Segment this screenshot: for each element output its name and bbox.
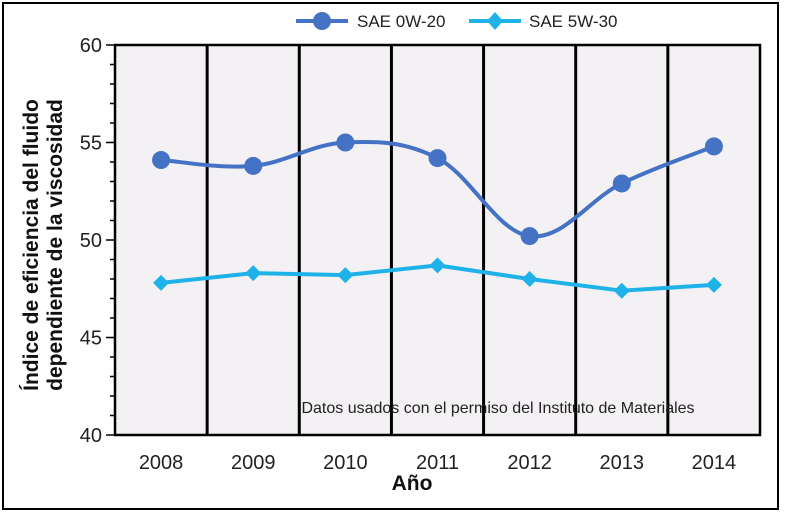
x-tick-label: 2011 — [416, 452, 459, 474]
y-tick-label: 60 — [80, 35, 102, 57]
data-point-sae-5w-30 — [153, 274, 170, 291]
data-point-sae-5w-30 — [429, 257, 446, 274]
data-point-sae-0w-20 — [152, 151, 171, 170]
x-tick-label: 2013 — [600, 452, 645, 474]
y-tick-label: 45 — [80, 328, 102, 350]
x-tick-label: 2012 — [507, 452, 552, 474]
data-point-sae-0w-20 — [704, 137, 723, 156]
x-tick-label: 2010 — [323, 452, 368, 474]
x-tick-label: 2008 — [139, 452, 184, 474]
y-tick-label: 50 — [80, 230, 102, 252]
data-point-sae-5w-30 — [705, 276, 722, 293]
data-point-sae-5w-30 — [613, 282, 630, 299]
data-point-sae-0w-20 — [520, 227, 539, 246]
data-point-sae-0w-20 — [612, 174, 631, 193]
y-tick-label: 40 — [80, 425, 102, 447]
y-axis-title-line-1: Índice de eficiencia del fluido — [20, 99, 43, 391]
x-axis-title: Año — [392, 472, 433, 495]
legend-label-sae-5w-30: SAE 5W-30 — [529, 12, 618, 31]
y-tick-label: 55 — [80, 133, 102, 155]
data-point-sae-5w-30 — [521, 271, 538, 287]
legend-marker-sae-5w-30 — [487, 12, 503, 30]
data-point-sae-5w-30 — [337, 267, 354, 284]
annotation: Datos usados con el permiso del Institut… — [301, 400, 694, 417]
legend-marker-sae-0w-20 — [313, 12, 331, 30]
data-point-sae-0w-20 — [336, 133, 355, 152]
y-axis-title-line-2: dependiente de la viscosidad — [44, 99, 67, 391]
legend-label-sae-0w-20: SAE 0W-20 — [357, 12, 446, 31]
x-tick-label: 2009 — [231, 452, 276, 474]
data-point-sae-0w-20 — [428, 149, 447, 168]
data-point-sae-0w-20 — [244, 156, 263, 175]
legend: SAE 0W-20 SAE 5W-30 — [296, 12, 618, 31]
plot-area — [113, 43, 762, 437]
data-point-sae-5w-30 — [245, 265, 262, 282]
x-tick-label: 2014 — [692, 452, 737, 474]
